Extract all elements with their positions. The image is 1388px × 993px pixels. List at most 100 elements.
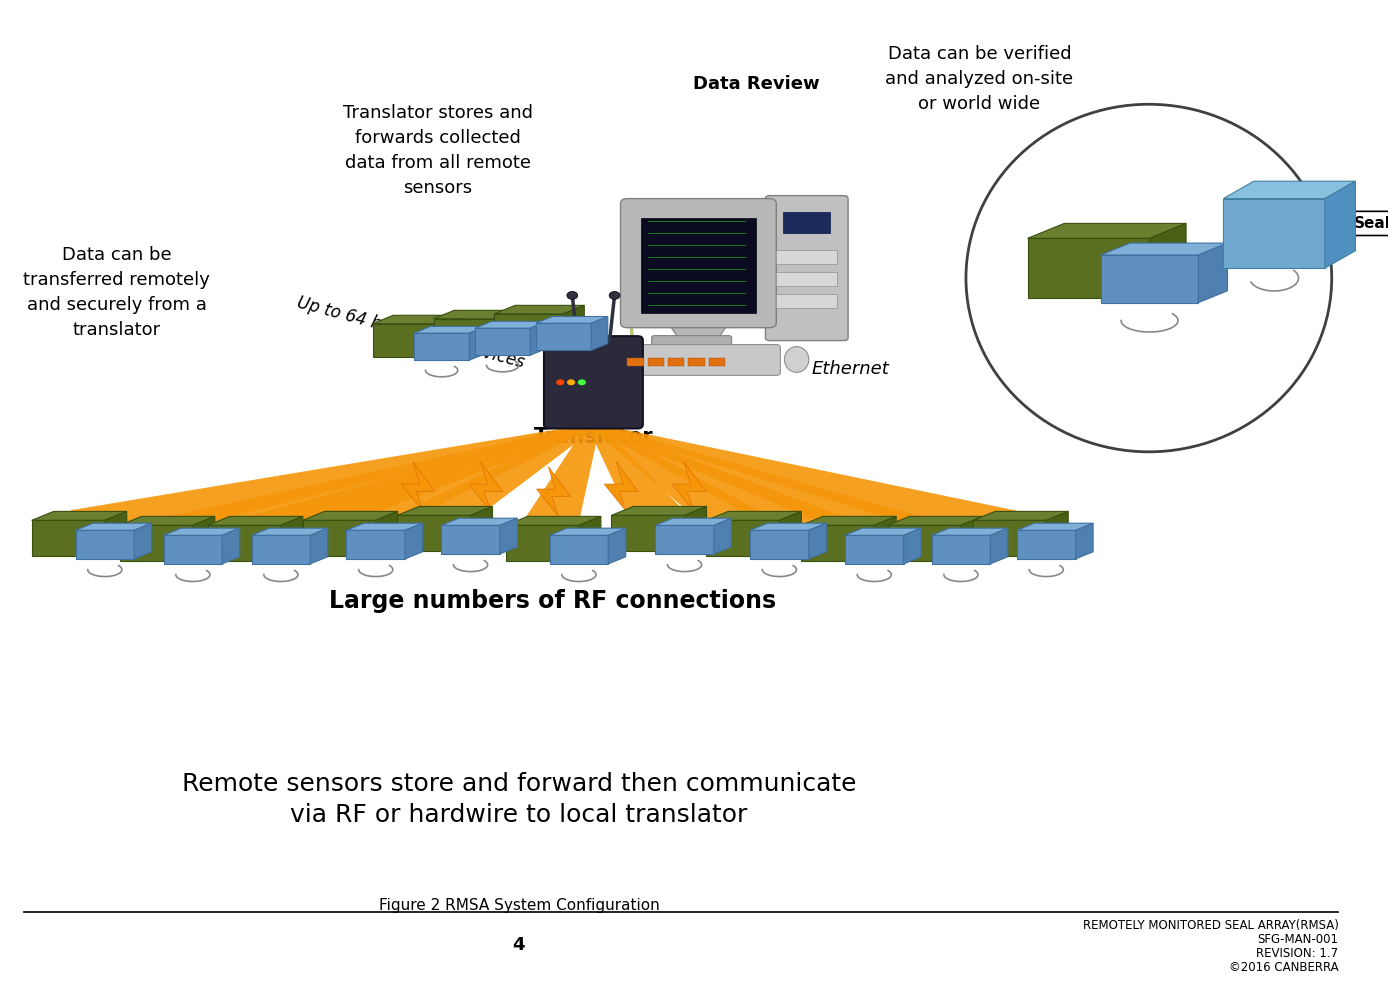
FancyBboxPatch shape bbox=[544, 336, 643, 429]
Polygon shape bbox=[530, 322, 547, 355]
Polygon shape bbox=[1076, 523, 1094, 559]
Polygon shape bbox=[75, 530, 135, 559]
Polygon shape bbox=[505, 516, 601, 525]
Polygon shape bbox=[164, 528, 240, 535]
Polygon shape bbox=[347, 530, 405, 559]
Polygon shape bbox=[441, 316, 462, 357]
Polygon shape bbox=[433, 319, 502, 353]
Polygon shape bbox=[405, 523, 422, 559]
Polygon shape bbox=[105, 511, 126, 556]
Polygon shape bbox=[1198, 243, 1227, 303]
Polygon shape bbox=[608, 528, 626, 564]
FancyBboxPatch shape bbox=[616, 345, 780, 375]
Text: Ethernet: Ethernet bbox=[812, 360, 890, 378]
Polygon shape bbox=[1326, 181, 1356, 268]
Circle shape bbox=[566, 292, 577, 300]
Text: Data can be
transferred remotely
and securely from a
translator: Data can be transferred remotely and sec… bbox=[24, 246, 210, 340]
Text: Data can be verified
and analyzed on-site
or world wide: Data can be verified and analyzed on-sit… bbox=[886, 45, 1073, 112]
Polygon shape bbox=[475, 329, 530, 355]
Polygon shape bbox=[1101, 255, 1198, 303]
Polygon shape bbox=[904, 528, 922, 564]
Polygon shape bbox=[208, 525, 280, 561]
Text: Large numbers of RF connections: Large numbers of RF connections bbox=[329, 589, 776, 613]
Polygon shape bbox=[550, 535, 608, 564]
Polygon shape bbox=[973, 520, 1047, 556]
Polygon shape bbox=[564, 306, 584, 348]
Polygon shape bbox=[1047, 511, 1069, 556]
Polygon shape bbox=[505, 525, 579, 561]
Text: REVISION: 1.7: REVISION: 1.7 bbox=[1256, 946, 1338, 960]
Text: ©2016 CANBERRA: ©2016 CANBERRA bbox=[1228, 960, 1338, 974]
Polygon shape bbox=[990, 528, 1008, 564]
Polygon shape bbox=[502, 310, 523, 353]
Text: Data Review: Data Review bbox=[693, 75, 819, 93]
Polygon shape bbox=[888, 525, 960, 561]
Polygon shape bbox=[579, 516, 601, 561]
Polygon shape bbox=[441, 525, 500, 554]
Polygon shape bbox=[150, 425, 600, 562]
Polygon shape bbox=[1223, 181, 1356, 199]
Polygon shape bbox=[536, 317, 608, 324]
Polygon shape bbox=[684, 506, 706, 551]
Polygon shape bbox=[475, 322, 547, 329]
Polygon shape bbox=[71, 425, 600, 552]
Polygon shape bbox=[931, 535, 990, 564]
FancyBboxPatch shape bbox=[641, 218, 756, 313]
Polygon shape bbox=[655, 525, 713, 554]
Polygon shape bbox=[801, 525, 874, 561]
Polygon shape bbox=[119, 516, 215, 525]
FancyBboxPatch shape bbox=[776, 294, 837, 308]
FancyBboxPatch shape bbox=[708, 358, 725, 366]
Polygon shape bbox=[1017, 523, 1094, 530]
Polygon shape bbox=[750, 523, 826, 530]
Polygon shape bbox=[1027, 223, 1187, 238]
FancyBboxPatch shape bbox=[783, 212, 830, 233]
Polygon shape bbox=[280, 516, 303, 561]
Circle shape bbox=[609, 292, 620, 300]
Polygon shape bbox=[550, 528, 626, 535]
FancyBboxPatch shape bbox=[776, 272, 837, 286]
Text: Seal: Seal bbox=[1353, 215, 1388, 231]
Ellipse shape bbox=[784, 347, 809, 372]
Polygon shape bbox=[75, 523, 151, 530]
Polygon shape bbox=[32, 520, 105, 556]
Text: SFG-MAN-001: SFG-MAN-001 bbox=[1258, 932, 1338, 946]
Polygon shape bbox=[398, 425, 600, 548]
Polygon shape bbox=[372, 324, 441, 357]
Polygon shape bbox=[397, 506, 493, 515]
Polygon shape bbox=[960, 516, 983, 561]
Polygon shape bbox=[612, 515, 684, 551]
Polygon shape bbox=[537, 467, 570, 516]
Text: 4: 4 bbox=[512, 936, 525, 954]
Polygon shape bbox=[494, 306, 584, 314]
Text: Translator: Translator bbox=[533, 427, 654, 447]
Polygon shape bbox=[414, 327, 486, 334]
Polygon shape bbox=[587, 425, 776, 552]
Polygon shape bbox=[845, 535, 904, 564]
Polygon shape bbox=[229, 425, 600, 561]
Text: Sensor: Sensor bbox=[1058, 355, 1117, 370]
Polygon shape bbox=[251, 528, 328, 535]
FancyBboxPatch shape bbox=[765, 196, 848, 341]
Polygon shape bbox=[1149, 223, 1187, 298]
Polygon shape bbox=[612, 506, 706, 515]
FancyBboxPatch shape bbox=[648, 358, 663, 366]
Polygon shape bbox=[536, 324, 591, 351]
Text: Up to 64 hard-wired devices: Up to 64 hard-wired devices bbox=[294, 294, 526, 371]
Polygon shape bbox=[1223, 199, 1326, 268]
Text: Figure 2 RMSA System Configuration: Figure 2 RMSA System Configuration bbox=[379, 898, 659, 914]
Polygon shape bbox=[713, 518, 731, 554]
Polygon shape bbox=[604, 462, 638, 511]
Polygon shape bbox=[222, 528, 240, 564]
Polygon shape bbox=[303, 520, 376, 556]
Polygon shape bbox=[135, 523, 151, 559]
Polygon shape bbox=[303, 511, 398, 520]
FancyBboxPatch shape bbox=[688, 358, 705, 366]
Polygon shape bbox=[706, 520, 780, 556]
Polygon shape bbox=[1101, 243, 1227, 255]
Polygon shape bbox=[587, 425, 694, 541]
Polygon shape bbox=[587, 425, 1016, 552]
Polygon shape bbox=[469, 462, 502, 511]
Polygon shape bbox=[251, 535, 310, 564]
Polygon shape bbox=[433, 310, 523, 319]
